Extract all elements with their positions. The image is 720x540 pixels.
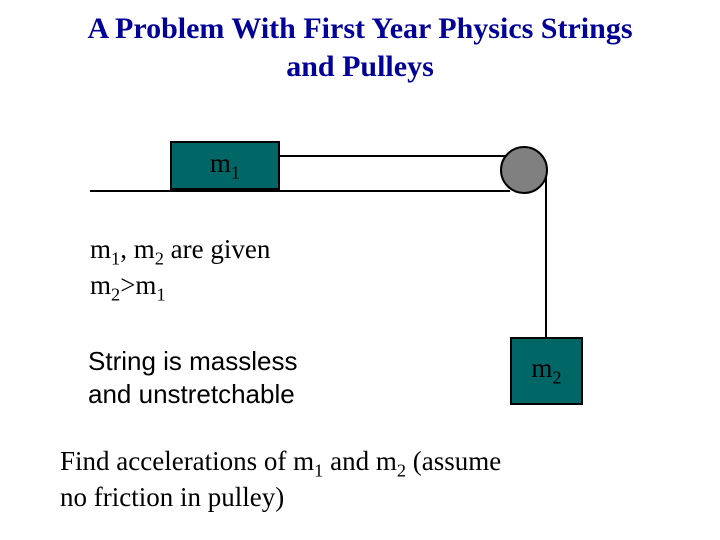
given-line-1: m1, m2 are given [90,233,270,269]
mass-1-label: m1 [210,148,240,183]
question-line-1: Find accelerations of m1 and m2 (assume [60,445,680,481]
pulley-icon [500,146,548,194]
string-note-line-1: String is massless [88,345,298,378]
string-horizontal [280,155,524,157]
string-note: String is massless and unstretchable [88,345,298,410]
question-line-2: no friction in pulley) [60,481,680,513]
string-note-line-2: and unstretchable [88,378,298,411]
mass-2-box: m2 [510,337,583,405]
table-surface-line [90,190,510,192]
given-line-2: m2>m1 [90,269,270,305]
question-block: Find accelerations of m1 and m2 (assume … [60,445,680,514]
mass-2-label: m2 [531,353,561,388]
string-vertical [545,175,547,337]
mass-1-box: m1 [170,141,280,190]
given-block: m1, m2 are given m2>m1 [90,233,270,306]
